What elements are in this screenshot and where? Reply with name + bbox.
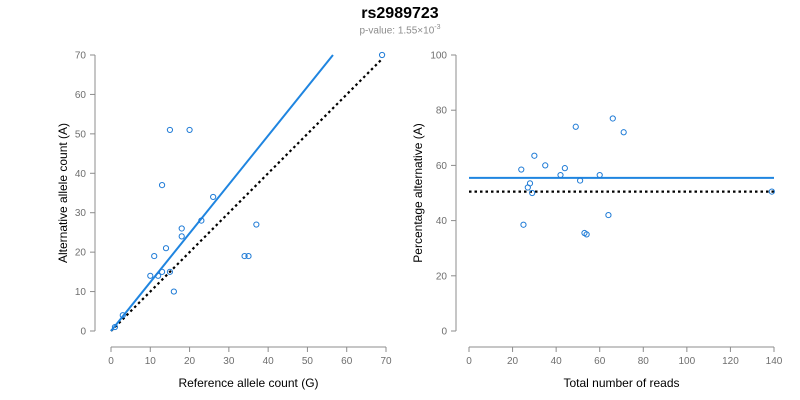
panel1-data-point	[166, 126, 174, 134]
panel1-x-tick-label: 70	[380, 356, 392, 367]
panel2-data-point	[596, 171, 603, 179]
p-value-text: p-value: 1.55×10	[359, 25, 435, 37]
panel2-data-point	[520, 221, 527, 228]
panel1-data-point	[253, 221, 260, 228]
panel1-y-tick-label: 10	[75, 287, 87, 298]
panel2-x-tick-label: 0	[466, 356, 472, 367]
panel1-x-axis-label: Reference allele count (G)	[178, 376, 318, 390]
panel2-data-point	[561, 165, 568, 172]
panel2-data-point	[768, 188, 775, 195]
panel2-data-point	[583, 231, 590, 238]
panel1-data-point	[245, 252, 252, 260]
panel2-y-axis-label: Percentage alternative (A)	[411, 123, 425, 262]
panel2-data-point	[609, 115, 616, 122]
panel2-data-point	[577, 177, 584, 184]
panel1-fit-line	[110, 54, 334, 332]
panel1-data-point	[166, 268, 174, 275]
panel1-data-point	[155, 272, 162, 279]
panel2-y-tick-label: 0	[441, 327, 447, 338]
panel2-x-tick-label: 140	[766, 356, 783, 367]
chart-title: rs2989723	[361, 5, 439, 22]
panel2-y-tick-label: 80	[436, 106, 448, 117]
panel1-y-tick-label: 0	[80, 327, 86, 338]
panel1-data-point	[186, 126, 193, 134]
panel2-y-tick-label: 60	[436, 161, 448, 172]
panel1-y-tick-label: 40	[75, 169, 87, 180]
panel1-data-point	[158, 268, 166, 275]
panel1-x-tick-label: 0	[108, 356, 114, 367]
panel2-x-axis-label: Total number of reads	[563, 376, 679, 390]
panel2-y-tick-label: 20	[436, 271, 448, 282]
panel1-data-point	[210, 193, 217, 201]
panel1-y-axis-label: Alternative allele count (A)	[56, 123, 70, 263]
panel1-data-point	[151, 252, 158, 260]
panel1-data-point	[119, 312, 126, 319]
panel2-data-point	[518, 166, 525, 173]
panel2-data-point	[620, 129, 627, 136]
panel1-data-point	[198, 217, 205, 224]
panel1-data-point	[170, 288, 177, 295]
panel2-data-point	[542, 162, 549, 169]
panel1-data-point	[378, 51, 386, 59]
panel2-x-tick-label: 40	[551, 356, 563, 367]
panel2-x-tick-label: 120	[722, 356, 739, 367]
panel1-x-tick-label: 60	[341, 356, 353, 367]
panel1-x-tick-label: 10	[145, 356, 157, 367]
panel1-y-tick-label: 60	[75, 90, 87, 101]
panel2-data-point	[572, 123, 579, 130]
panel1-y-tick-label: 70	[75, 51, 87, 62]
panel1-data-point	[241, 252, 248, 260]
panel1-x-tick-label: 50	[302, 356, 314, 367]
panel1-data-point	[178, 225, 185, 232]
panel2-data-point	[557, 171, 564, 179]
chart-subtitle: p-value: 1.55×10-3	[0, 24, 800, 36]
panel1-x-tick-label: 40	[263, 356, 275, 367]
panel2-data-point	[605, 211, 612, 219]
panel2-y-tick-label: 40	[436, 216, 448, 227]
panel1-x-tick-label: 30	[223, 356, 235, 367]
panel2-data-point	[529, 189, 536, 197]
panel2-data-point	[531, 152, 538, 159]
panel1-x-tick-label: 20	[184, 356, 196, 367]
panel1-data-point	[178, 233, 185, 240]
p-value-exponent: -3	[434, 24, 441, 31]
panel2-x-tick-label: 100	[679, 356, 696, 367]
panel2-y-tick-label: 100	[430, 51, 447, 62]
panel1-data-point	[111, 323, 119, 331]
panel1-data-point	[158, 182, 166, 189]
panel2-x-tick-label: 60	[594, 356, 606, 367]
panel1-reference-line	[110, 58, 383, 332]
panel2-data-point	[526, 180, 534, 187]
panel2-x-tick-label: 80	[638, 356, 650, 367]
panel1-data-point	[162, 245, 170, 252]
panel1-y-tick-label: 20	[75, 248, 87, 259]
panel1-y-tick-label: 50	[75, 129, 87, 140]
panel2-x-tick-label: 20	[507, 356, 519, 367]
panel1-data-point	[147, 272, 154, 279]
panel1-y-tick-label: 30	[75, 208, 87, 219]
